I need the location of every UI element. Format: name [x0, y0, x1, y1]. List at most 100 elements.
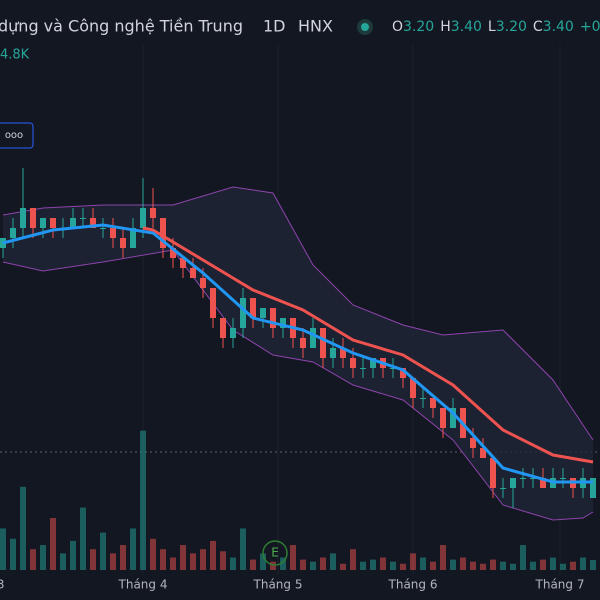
menu-icon[interactable]: ooo — [5, 130, 23, 141]
volume-bar — [350, 549, 356, 570]
candle-body — [20, 208, 26, 228]
volume-bar — [460, 557, 466, 570]
candle-body — [560, 478, 566, 479]
candle-body — [340, 348, 346, 358]
volume-bar — [330, 553, 336, 570]
candle-body — [210, 288, 216, 318]
volume-bar — [590, 560, 596, 570]
volume-bar — [160, 549, 166, 570]
candle-body — [440, 408, 446, 428]
candle-body — [30, 208, 36, 228]
volume-bar — [370, 559, 376, 570]
candle-body — [50, 218, 56, 228]
exchange: HNX — [298, 17, 333, 36]
volume-bar — [80, 507, 86, 570]
volume-bar — [0, 528, 6, 570]
candle-body — [400, 368, 406, 378]
x-tick-label: Tháng 4 — [118, 578, 168, 592]
volume-bar — [150, 538, 156, 570]
candle-body — [180, 258, 186, 268]
candle-body — [190, 268, 196, 278]
volume-bar — [260, 553, 266, 570]
candle-body — [280, 318, 286, 328]
volume-bar — [250, 559, 256, 570]
volume-bar — [90, 549, 96, 570]
candle-body — [500, 488, 506, 489]
volume-bar — [480, 563, 486, 570]
volume-bar — [400, 563, 406, 570]
candle-body — [510, 478, 516, 488]
volume-bar — [210, 540, 216, 570]
candle-body — [70, 218, 76, 228]
volume-bar — [230, 557, 236, 570]
volume-bar — [450, 559, 456, 570]
volume-bar — [380, 557, 386, 570]
ohlc-value: +0. — [580, 19, 600, 35]
candle-body — [350, 358, 356, 368]
candle-body — [330, 348, 336, 358]
x-tick-label: Tháng 7 — [535, 578, 585, 592]
volume-bar — [320, 557, 326, 570]
candle-body — [320, 328, 326, 358]
candle-body — [140, 208, 146, 228]
volume-bar — [530, 561, 536, 570]
volume-bar — [70, 540, 76, 570]
volume-bar — [220, 551, 226, 570]
candle-body — [100, 228, 106, 229]
volume-bar — [570, 561, 576, 570]
candle-body — [220, 318, 226, 338]
band-fill — [3, 187, 593, 520]
volume-bar — [30, 549, 36, 570]
candle-body — [430, 398, 436, 408]
volume-bar — [540, 559, 546, 570]
volume-bar — [120, 545, 126, 570]
interval[interactable]: 1D — [263, 17, 286, 36]
volume-bar — [130, 528, 136, 570]
volume-bar — [510, 563, 516, 570]
volume-label: 4.8K — [0, 48, 30, 63]
volume-bar — [360, 561, 366, 570]
menu-button[interactable] — [0, 122, 34, 149]
candle-body — [390, 368, 396, 369]
ohlc-value: 3.20 — [403, 19, 434, 35]
x-tick-label: Tháng 5 — [253, 578, 303, 592]
x-tick-label: Tháng 3 — [0, 578, 4, 592]
volume-bar — [520, 545, 526, 570]
candle-body — [10, 228, 16, 238]
volume-bar — [240, 528, 246, 570]
volume-bar — [180, 545, 186, 570]
x-tick-label: Tháng 6 — [388, 578, 438, 592]
candle-body — [110, 228, 116, 238]
candle-body — [540, 478, 546, 488]
candle-body — [520, 478, 526, 479]
volume-bar — [420, 557, 426, 570]
volume-bar — [200, 549, 206, 570]
candle-body — [40, 218, 46, 228]
candle-body — [360, 368, 366, 369]
candle-body — [470, 438, 476, 448]
volume-bar — [340, 563, 346, 570]
volume-bar — [170, 557, 176, 570]
volume-bar — [550, 557, 556, 570]
volume-bar — [290, 545, 296, 570]
status-dot — [361, 23, 369, 31]
volume-bar — [60, 553, 66, 570]
candle-body — [170, 248, 176, 258]
volume-bar — [100, 532, 106, 570]
event-marker[interactable] — [262, 540, 288, 566]
volume-bar — [390, 561, 396, 570]
ohlc-key: C — [533, 19, 543, 35]
volume-bar — [40, 545, 46, 570]
ohlc-value: 3.20 — [496, 19, 527, 35]
volume-bar — [270, 561, 276, 570]
volume-bar — [430, 561, 436, 570]
candle-body — [130, 228, 136, 248]
volume-bar — [190, 553, 196, 570]
moving-average — [2, 223, 593, 484]
volume-bar — [20, 486, 26, 570]
volume-bar — [300, 559, 306, 570]
moving-average — [142, 226, 594, 464]
candle-body — [250, 298, 256, 318]
ohlc-value: 3.40 — [451, 19, 482, 35]
ohlc-key: L — [488, 19, 496, 35]
